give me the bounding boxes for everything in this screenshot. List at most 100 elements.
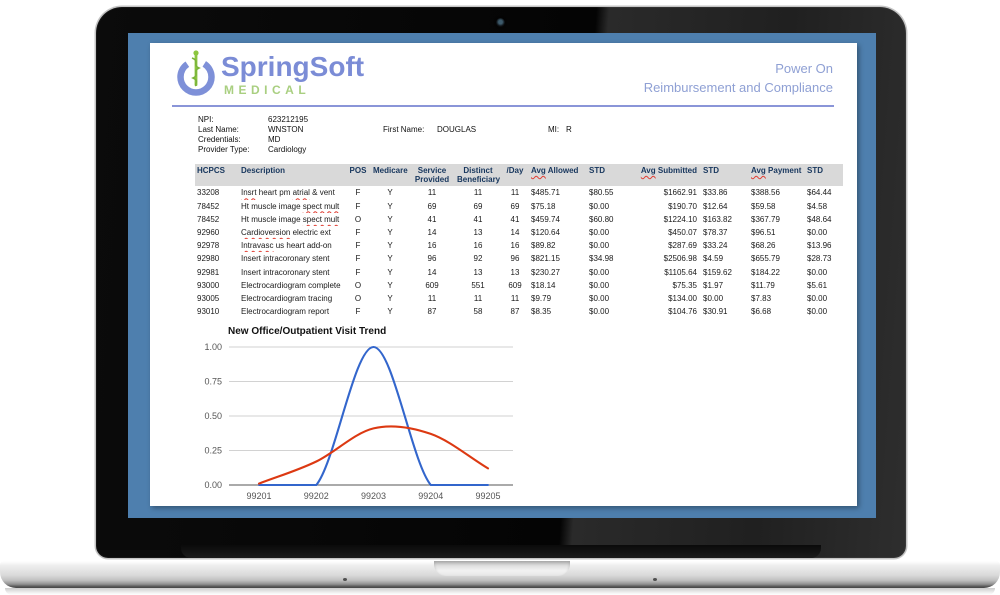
table-row: 92980 Insert intracoronary stent F Y 96 92 96 $… [195,252,843,265]
table-cell: $0.00 [589,241,610,251]
table-cell: 609 [425,280,439,290]
table-cell: 13 [510,267,520,277]
table-cell: 78452 [197,201,220,211]
last-name-label: Last Name: [198,125,239,134]
table-cell: $89.82 [531,241,556,251]
laptop-hinge [181,545,821,558]
table-cell: F [355,254,361,264]
first-name-value: DOUGLAS [437,125,477,134]
col-header: STD [587,164,629,187]
table-row: 78452 Ht muscle image spect mult F Y 69 69 69 $… [195,200,843,213]
col-header: /Day [501,164,529,187]
table-row: 92981 Insert intracoronary stent F Y 14 13 13 $… [195,266,843,279]
table-cell: $450.07 [668,227,697,237]
table-cell: $163.82 [703,214,732,224]
laptop-base [0,561,1000,588]
table-cell: $1662.91 [663,188,697,198]
table-cell: 11 [510,293,520,303]
first-name-label: First Name: [383,125,425,134]
table-cell: $0.00 [807,227,828,237]
table-cell: $64.44 [807,188,832,198]
table-cell: 92978 [197,241,220,251]
table-cell: $388.56 [751,188,780,198]
table-cell: Cardioversion electric ext [241,227,331,237]
table-cell: 11 [510,188,520,198]
table-cell: $8.35 [531,307,552,317]
table-cell: Y [387,254,393,264]
table-cell: O [354,214,362,224]
table-cell: $9.79 [531,293,552,303]
webcam-icon [496,18,505,27]
col-header: Service Provided [409,164,455,187]
table-cell: $0.00 [589,201,610,211]
table-cell: $13.96 [807,241,832,251]
table-row: 33208 Insrt heart pm atrial & vent F Y 11 11 1… [195,186,843,199]
table-cell: 33208 [197,188,220,198]
col-header: STD [701,164,749,187]
table-cell: 58 [473,307,483,317]
table-cell: 69 [427,201,437,211]
table-cell: 96 [510,254,520,264]
table-cell: 16 [510,241,520,251]
table-cell: Insert intracoronary stent [241,267,330,277]
tagline-line1: Power On [775,61,833,76]
provider-type-value: Cardiology [268,145,307,154]
table-cell: $230.27 [531,267,560,277]
table-cell: $7.83 [751,293,772,303]
table-cell: Electrocardiogram report [241,307,330,317]
table-cell: 78452 [197,214,220,224]
screw-dot [343,578,347,581]
table-cell: $68.26 [751,241,776,251]
hcpcs-table: HCPCS Description POS Medicare Service Provi… [195,164,843,318]
table-cell: 92 [473,254,483,264]
screw-dot [653,578,657,581]
base-reflection [5,588,995,595]
table-cell: $34.98 [589,254,614,264]
table-cell: O [354,293,362,303]
table-cell: $12.64 [703,201,728,211]
table-cell: 11 [473,293,483,303]
table-cell: 41 [473,214,483,224]
table-cell: Ht muscle image spect mult [241,214,340,224]
table-cell: 96 [427,254,437,264]
table-cell: Electrocardiogram tracing [241,293,333,303]
table-cell: 93010 [197,307,220,317]
table-cell: 551 [471,280,485,290]
col-header: Description [239,164,345,187]
col-header: STD [805,164,843,187]
table-cell: Y [387,241,393,251]
table-cell: 13 [473,227,483,237]
table-cell: $1105.64 [664,267,697,277]
table-cell: Electrocardiogram complete [241,280,341,290]
table-cell: $287.69 [668,241,697,251]
table-cell: $134.00 [668,293,697,303]
table-cell: F [355,267,361,277]
table-cell: $30.91 [703,307,728,317]
y-tick-label: 0.50 [204,411,222,421]
chart-title: New Office/Outpatient Visit Trend [228,326,387,337]
hcpcs-table-wrap: HCPCS Description POS Medicare Service Provi… [195,164,843,318]
header-divider [172,105,834,107]
table-cell: $459.74 [531,214,560,224]
npi-value: 623212195 [268,115,309,124]
y-tick-label: 0.25 [204,446,222,456]
table-cell: Y [387,293,393,303]
table-cell: 69 [510,201,520,211]
table-cell: $0.00 [589,280,610,290]
y-tick-label: 1.00 [204,342,222,352]
col-header: HCPCS [195,164,239,187]
table-cell: $0.00 [589,227,610,237]
table-cell: Ht muscle image spect mult [241,201,340,211]
col-header: Avg Submitted [629,164,701,187]
table-cell: $96.51 [751,227,776,237]
table-cell: $60.80 [589,214,614,224]
brand-subtitle: MEDICAL [224,83,311,97]
table-cell: $367.79 [751,214,780,224]
table-header-row: HCPCS Description POS Medicare Service Provi… [195,164,843,187]
table-cell: Y [387,201,393,211]
table-cell: $0.00 [589,307,610,317]
table-cell: $75.18 [531,201,556,211]
table-cell: $4.58 [807,201,828,211]
table-cell: $1.97 [703,280,724,290]
table-row: 78452 Ht muscle image spect mult O Y 41 41 41 $… [195,213,843,226]
